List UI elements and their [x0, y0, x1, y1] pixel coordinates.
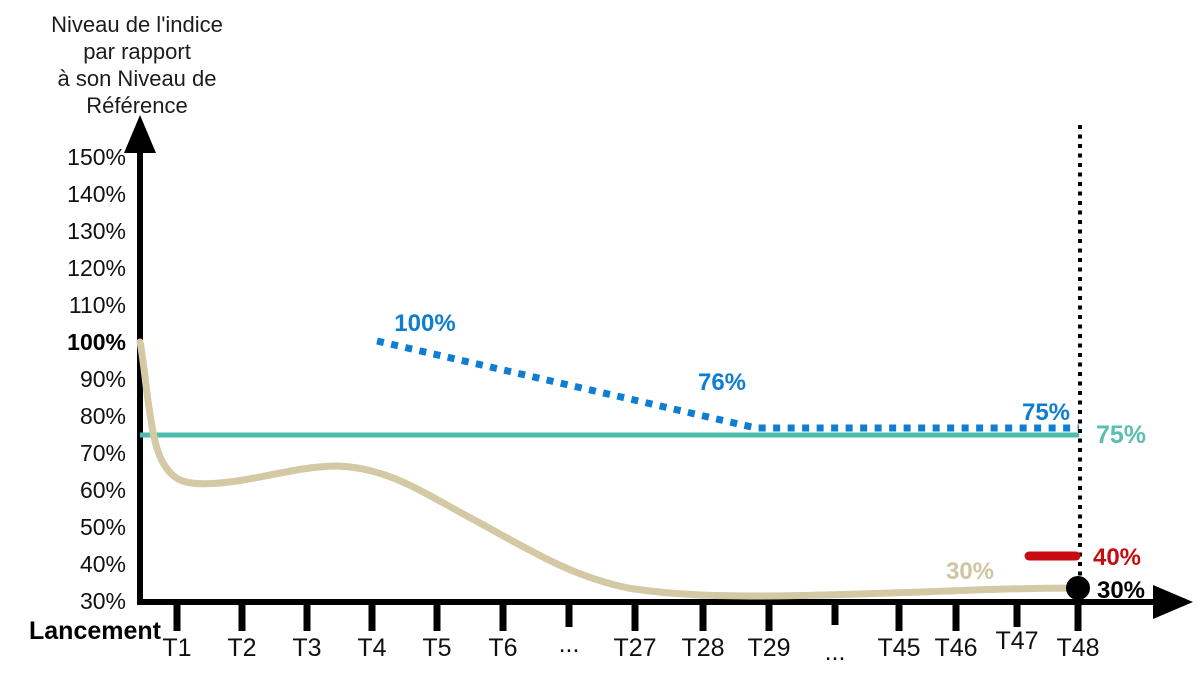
x-tick-label: T3 — [292, 634, 321, 662]
x-tick-ellipsis: ... — [825, 638, 846, 666]
x-tick-label: T46 — [934, 634, 977, 662]
y-tick-label: 80% — [80, 403, 126, 429]
x-tick-label: T29 — [747, 634, 790, 662]
x-axis-arrowhead-icon — [1153, 585, 1193, 619]
y-tick-label: 90% — [80, 366, 126, 392]
label-level-75: 75% — [1096, 421, 1146, 449]
y-axis-arrowhead-icon — [124, 115, 156, 153]
y-tick-label: 140% — [67, 181, 126, 207]
x-tick-label: T45 — [877, 634, 920, 662]
label-level-40: 40% — [1093, 544, 1141, 571]
index-level-curve — [136, 338, 1082, 600]
x-tick-label: T4 — [357, 634, 386, 662]
y-tick-label: 50% — [80, 514, 126, 540]
x-tick-label: T48 — [1056, 634, 1099, 662]
x-tick-label: T28 — [681, 634, 724, 662]
y-axis-title-line: par rapport — [83, 39, 191, 64]
y-axis-title-line: Référence — [86, 93, 188, 118]
label-index-level: 30% — [946, 558, 994, 585]
x-axis-labels: Lancement T1 T2 T3 T4 T5 T6 ... T27 T28 … — [29, 617, 1100, 666]
label-barrier-mid: 76% — [698, 369, 746, 396]
x-tick-label: T47 — [995, 627, 1038, 655]
x-tick-label: T5 — [422, 634, 451, 662]
x-tick-label: T1 — [162, 634, 191, 662]
label-barrier-end: 75% — [1022, 399, 1070, 426]
y-tick-label: 70% — [80, 440, 126, 466]
y-tick-label: 30% — [80, 588, 126, 614]
y-axis-title: Niveau de l'indice par rapport à son Niv… — [51, 12, 223, 118]
y-tick-label: 150% — [67, 144, 126, 170]
x-origin-label: Lancement — [29, 617, 162, 645]
y-axis-title-line: à son Niveau de — [58, 66, 217, 91]
x-tick-label: T6 — [488, 634, 517, 662]
y-tick-label: 60% — [80, 477, 126, 503]
x-tick-label: T27 — [613, 634, 656, 662]
y-tick-label: 110% — [69, 292, 126, 318]
y-tick-label: 40% — [80, 551, 126, 577]
y-tick-label-100: 100% — [67, 329, 126, 355]
x-tick-label: T2 — [227, 634, 256, 662]
label-final-level: 30% — [1097, 577, 1145, 604]
final-level-dot — [1066, 576, 1090, 600]
y-axis-title-line: Niveau de l'indice — [51, 12, 223, 37]
y-tick-label: 130% — [67, 218, 126, 244]
y-tick-label: 120% — [67, 255, 126, 281]
y-axis-labels: 150% 140% 130% 120% 110% 100% 90% 80% 70… — [67, 144, 126, 614]
x-tick-ellipsis: ... — [559, 630, 580, 658]
x-axis-ticks — [173, 602, 1082, 631]
label-barrier-start: 100% — [394, 310, 455, 337]
